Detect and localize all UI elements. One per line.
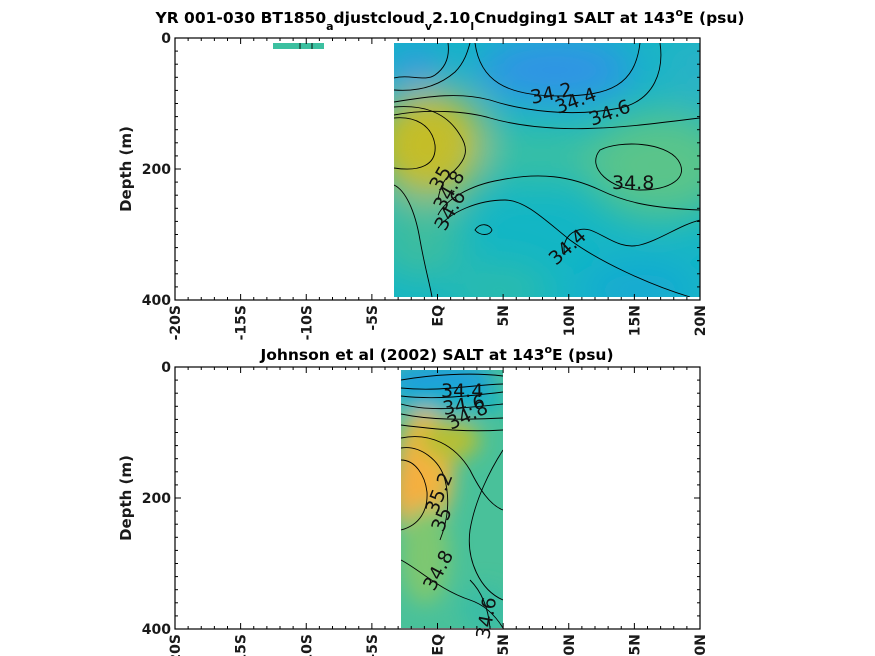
- contour-line: [468, 449, 503, 601]
- contour-line: [469, 579, 491, 628]
- bottom-contours: [401, 373, 503, 628]
- x-tick-label: -15S: [234, 305, 250, 340]
- contour-line: [474, 43, 641, 97]
- x-tick-label: 10N: [562, 305, 578, 336]
- contour-line: [401, 403, 503, 410]
- x-tick-label: -15S: [234, 634, 250, 656]
- contour-line: [401, 383, 503, 390]
- contour-label: 34.4: [441, 380, 483, 402]
- x-tick-label: -20S: [168, 634, 184, 656]
- y-tick-label: 200: [142, 491, 171, 507]
- contour-line: [394, 110, 700, 130]
- x-tick-label: 20N: [693, 634, 709, 656]
- top-salinity-field: [394, 43, 700, 297]
- x-tick-label: 5N: [496, 634, 512, 655]
- contour-line: [474, 224, 493, 235]
- bottom-y-axis-label: Depth (m): [117, 455, 135, 541]
- contour-line: [401, 424, 503, 432]
- x-tick-label: EQ: [431, 634, 447, 656]
- bottom-x-axis: -20S -15S -10S -5S EQ 5N 10N 15N 20N: [168, 367, 709, 656]
- x-tick-label: -5S: [365, 634, 381, 656]
- bottom-panel: Johnson et al (2002) SALT at 143oE (psu): [117, 343, 709, 656]
- x-tick-label: 15N: [627, 305, 643, 336]
- x-tick-label: 10N: [562, 634, 578, 656]
- contour-line: [401, 373, 503, 381]
- contour-line: [401, 459, 428, 531]
- contour-line: [563, 219, 700, 256]
- y-tick-label: 0: [161, 360, 171, 376]
- contour-line: [401, 447, 449, 541]
- top-y-axis-label: Depth (m): [117, 126, 135, 212]
- contour-line: [401, 391, 503, 399]
- y-tick-label: 400: [142, 622, 171, 638]
- contour-line: [394, 117, 436, 170]
- contour-line: [394, 43, 471, 91]
- x-tick-label: -20S: [168, 305, 184, 340]
- contour-line: [394, 43, 449, 79]
- x-tick-label: -5S: [365, 305, 381, 331]
- top-x-axis: -20S -15S -10S -5S EQ 5N 10N 15N 20N: [168, 38, 709, 340]
- contour-line: [394, 43, 662, 114]
- contour-line: [394, 184, 433, 297]
- top-chart-title: YR 001-030 BT1850adjustcloudv2.10lCnudgi…: [154, 6, 744, 33]
- top-y-axis: 0 200 400: [142, 31, 700, 309]
- top-contours: [394, 43, 700, 297]
- x-tick-label: 20N: [693, 305, 709, 336]
- bottom-chart-title: Johnson et al (2002) SALT at 143oE (psu): [259, 343, 613, 364]
- bottom-y-axis: 0 200 400: [142, 360, 700, 638]
- y-tick-label: 0: [161, 31, 171, 47]
- contour-line: [437, 199, 691, 297]
- contour-line: [437, 175, 700, 216]
- contour-label: 34.8: [612, 172, 654, 194]
- contour-line: [595, 143, 682, 191]
- contour-line: [401, 436, 503, 511]
- x-tick-label: 15N: [627, 634, 643, 656]
- top-data-fragment: [273, 43, 324, 49]
- x-tick-label: 5N: [496, 305, 512, 326]
- contour-line: [401, 413, 503, 420]
- x-tick-label: EQ: [431, 305, 447, 327]
- y-tick-label: 400: [142, 293, 171, 309]
- x-tick-label: -10S: [299, 305, 315, 340]
- contour-line: [401, 559, 503, 628]
- top-panel: YR 001-030 BT1850adjustcloudv2.10lCnudgi…: [117, 6, 745, 340]
- contour-line: [394, 106, 466, 201]
- y-tick-label: 200: [142, 162, 171, 178]
- x-tick-label: -10S: [299, 634, 315, 656]
